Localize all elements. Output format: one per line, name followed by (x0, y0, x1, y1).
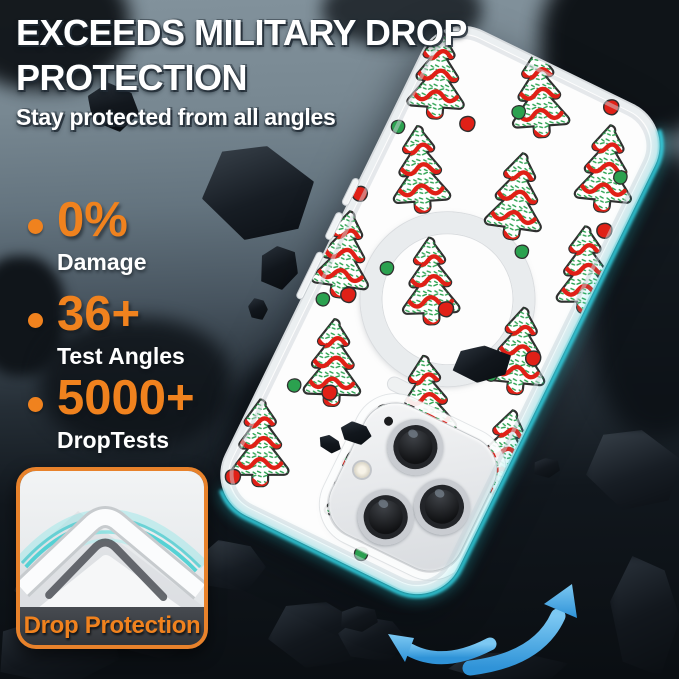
rock-shard (586, 430, 679, 510)
stat-label: Test Angles (57, 343, 185, 369)
rock-shard (261, 246, 298, 290)
stat-label: DropTests (57, 427, 170, 453)
stat-drop-tests: 5000+ DropTests (28, 374, 195, 454)
rock-shard (202, 146, 314, 240)
orange-dot-icon (28, 397, 43, 412)
stat-text: 5000+ DropTests (57, 374, 195, 454)
orange-dot-icon (28, 313, 43, 328)
green-dot-pattern (390, 119, 406, 135)
tree-cake-pattern (373, 120, 468, 224)
green-dot-pattern (286, 378, 302, 394)
stat-value: 36+ (57, 287, 141, 341)
rock-shard (534, 458, 560, 478)
headline-line2: PROTECTION (16, 57, 248, 98)
inset-caption-bar: Drop Protection (20, 607, 204, 645)
rotate-arrows-icon (388, 584, 577, 676)
stat-text: 36+ Test Angles (57, 290, 185, 370)
headline-line1: EXCEEDS MILITARY DROP (16, 12, 467, 53)
subtitle: Stay protected from all angles (16, 104, 336, 130)
red-dot-pattern (320, 384, 338, 402)
stat-label: Damage (57, 249, 147, 275)
stat-damage: 0% Damage (28, 196, 146, 276)
rock-mass-mid-left (40, 318, 230, 448)
red-dot-pattern (437, 300, 455, 318)
stat-text: 0% Damage (57, 196, 146, 276)
green-dot-pattern (612, 169, 628, 185)
green-dot-pattern (379, 260, 395, 276)
drop-protection-inset: Drop Protection (16, 467, 208, 649)
red-dot-pattern (458, 115, 476, 133)
camera-lens (404, 469, 480, 545)
tree-cake-pattern (385, 234, 476, 335)
rock-shard (248, 298, 268, 320)
drop-protection-badge: Drop Protection (23, 612, 201, 639)
stat-value: 0% (57, 193, 128, 247)
mic-hole (382, 415, 395, 428)
red-dot-pattern (224, 468, 242, 486)
stat-test-angles: 36+ Test Angles (28, 290, 185, 370)
headline: EXCEEDS MILITARY DROP PROTECTION (16, 10, 467, 100)
red-dot-pattern (602, 98, 620, 116)
red-dot-pattern (595, 222, 613, 240)
stat-value: 5000+ (57, 371, 195, 425)
red-dot-pattern (339, 286, 357, 304)
case-corner-closeup (20, 471, 204, 607)
green-dot-pattern (510, 104, 526, 120)
camera-lens (348, 479, 424, 555)
red-dot-pattern (524, 350, 542, 368)
camera-flash (351, 459, 373, 481)
green-dot-pattern (315, 291, 331, 307)
orange-dot-icon (28, 219, 43, 234)
rock-shard (610, 556, 679, 676)
green-dot-pattern (514, 244, 530, 260)
